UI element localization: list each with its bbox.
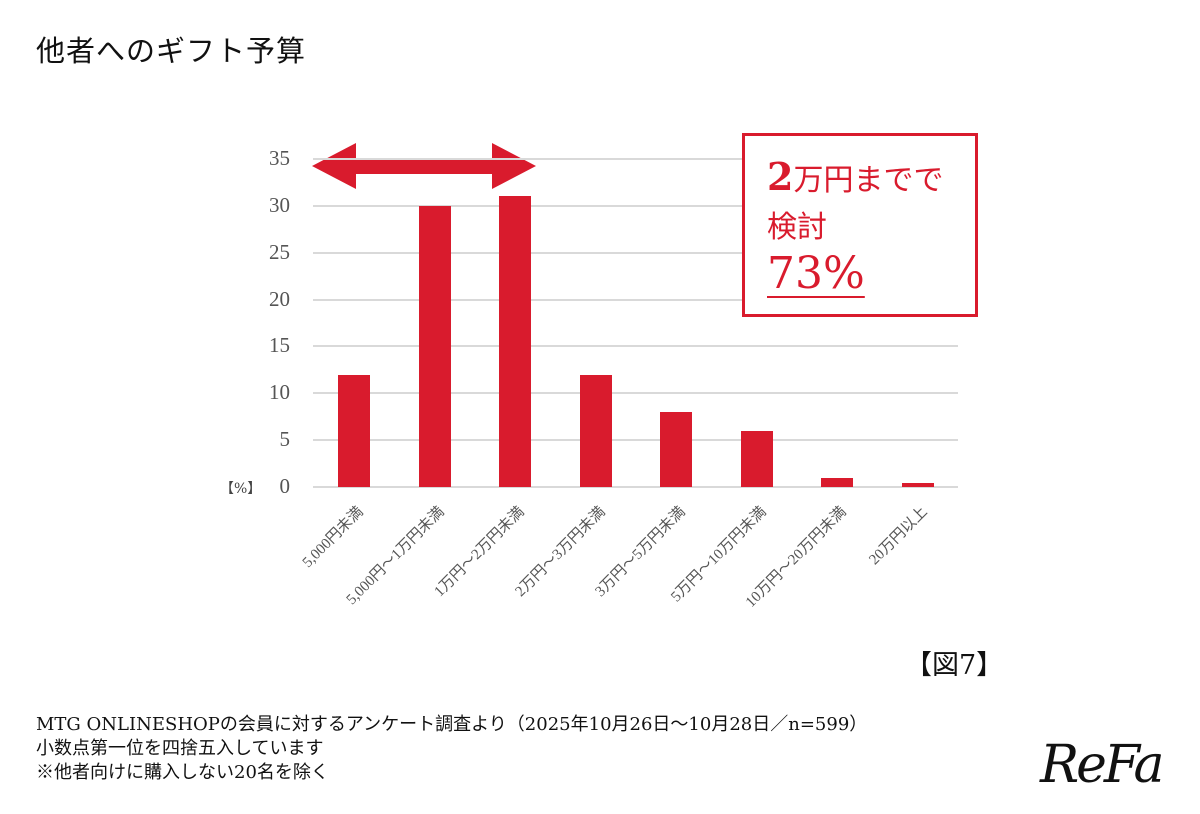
y-tick-label: 0 xyxy=(279,474,291,498)
x-tick-label: 10万円〜20万円未満 xyxy=(742,503,850,611)
y-tick-label: 35 xyxy=(269,146,290,170)
gridline xyxy=(313,345,958,348)
footnote-source: MTG ONLINESHOPの会員に対するアンケート調査より（2025年10月2… xyxy=(36,714,868,735)
bar xyxy=(418,205,451,487)
bar xyxy=(579,374,612,487)
brand-logo: ReFa xyxy=(1040,735,1164,795)
y-tick-label: 30 xyxy=(269,192,290,217)
bar xyxy=(740,430,773,487)
gridline xyxy=(313,486,958,488)
callout-text: 万円までで xyxy=(793,163,944,198)
footnote-exclusion: ※他者向けに購入しない20名を除く xyxy=(36,762,329,783)
x-tick-label: 5,000円〜1万円未満 xyxy=(343,503,448,609)
callout-text-2: 検討 xyxy=(767,210,827,245)
y-axis-unit: 【%】 xyxy=(220,481,262,497)
y-tick-label: 25 xyxy=(269,239,290,264)
x-tick-label: 5万円〜10万円未満 xyxy=(667,503,770,606)
bar xyxy=(901,483,934,487)
summary-callout: 2万円までで 検討 73% xyxy=(742,133,978,317)
x-tick-label: 2万円〜3万円未満 xyxy=(512,503,609,601)
footnote-rounding: 小数点第一位を四捨五入しています xyxy=(36,738,324,759)
double-arrow-icon xyxy=(312,143,536,189)
x-tick-label: 1万円〜2万円未満 xyxy=(431,503,528,601)
x-tick-label: 5,000円未満 xyxy=(299,503,367,571)
figure-label: 【図7】 xyxy=(905,650,1004,681)
gridline xyxy=(313,158,958,160)
callout-percentage: 73% xyxy=(767,248,865,299)
y-tick-label: 15 xyxy=(269,333,290,358)
y-tick-label: 10 xyxy=(269,380,290,405)
gridline xyxy=(313,251,958,254)
bar xyxy=(338,374,370,487)
gridline xyxy=(313,204,958,207)
page-title: 他者へのギフト予算 xyxy=(36,34,307,68)
callout-number: 2 xyxy=(767,154,794,199)
gridline xyxy=(313,298,958,301)
bar xyxy=(821,477,853,487)
bar xyxy=(660,412,692,487)
gridline xyxy=(313,439,958,442)
bar xyxy=(499,196,531,487)
x-tick-label: 3万円〜5万円未満 xyxy=(592,503,689,601)
y-tick-label: 20 xyxy=(269,286,290,311)
y-tick-label: 5 xyxy=(279,427,291,452)
bar-chart: 【%】 0 5 10 15 20 25 30 35 5,000円未満 5,000円〜1万円未満 1万… xyxy=(220,143,958,611)
footnotes: MTG ONLINESHOPの会員に対するアンケート調査より（2025年10月2… xyxy=(36,713,867,785)
gridline xyxy=(313,392,958,395)
